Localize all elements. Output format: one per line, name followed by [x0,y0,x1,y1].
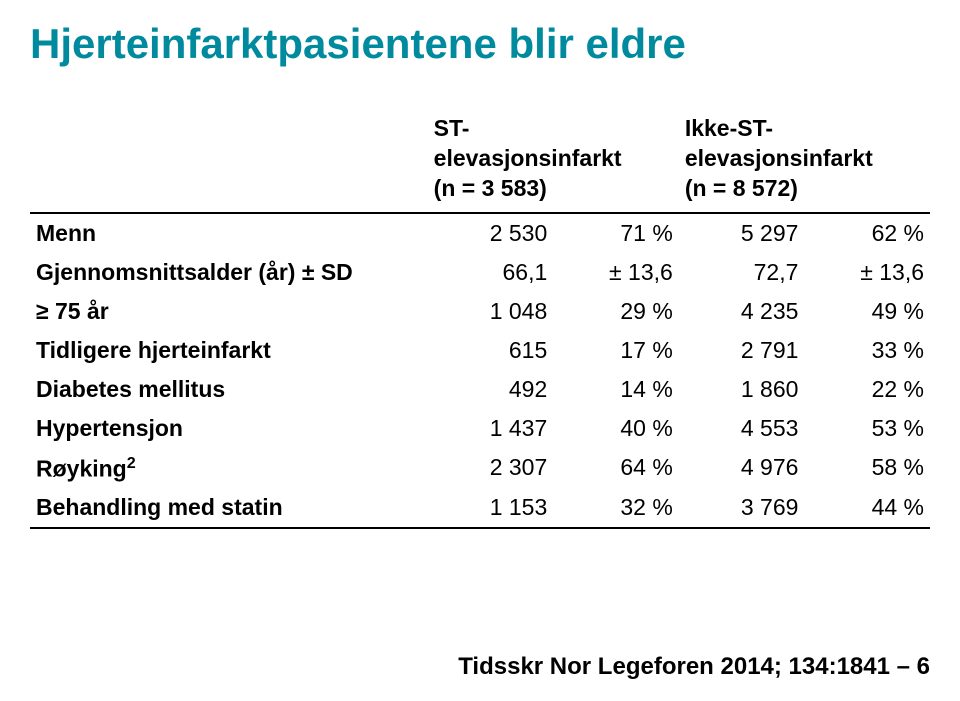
page-title: Hjerteinfarktpasientene blir eldre [30,20,930,68]
cell-value: 58 % [804,448,930,489]
cell-value: 44 % [804,488,930,528]
row-label: Behandling med statin [30,488,428,528]
cell-value: 49 % [804,292,930,331]
header-st-line3: (n = 3 583) [434,175,547,201]
cell-value: 1 437 [428,409,554,448]
cell-value: 66,1 [428,253,554,292]
cell-value: 72,7 [679,253,805,292]
cell-value: 2 307 [428,448,554,489]
row-label: Tidligere hjerteinfarkt [30,331,428,370]
cell-value: 17 % [553,331,679,370]
cell-value: 32 % [553,488,679,528]
cell-value: 2 791 [679,331,805,370]
table-row: Tidligere hjerteinfarkt61517 %2 79133 % [30,331,930,370]
citation: Tidsskr Nor Legeforen 2014; 134:1841 – 6 [458,653,930,681]
table-row: Gjennomsnittsalder (år) ± SD66,1± 13,672… [30,253,930,292]
header-st-line2: elevasjonsinfarkt [434,145,622,171]
data-table: ST- elevasjonsinfarkt (n = 3 583) Ikke-S… [30,108,930,529]
table-row: Diabetes mellitus49214 %1 86022 % [30,370,930,409]
table-body: Menn2 53071 %5 29762 %Gjennomsnittsalder… [30,213,930,529]
cell-value: 64 % [553,448,679,489]
cell-value: 4 976 [679,448,805,489]
cell-value: 53 % [804,409,930,448]
cell-value: 29 % [553,292,679,331]
cell-value: 14 % [553,370,679,409]
header-ikkest-line3: (n = 8 572) [685,175,798,201]
row-label: Hypertensjon [30,409,428,448]
header-blank [30,108,428,213]
row-label: Diabetes mellitus [30,370,428,409]
row-label: ≥ 75 år [30,292,428,331]
cell-value: 1 860 [679,370,805,409]
cell-value: 492 [428,370,554,409]
header-ikkest-line2: elevasjonsinfarkt [685,145,873,171]
table-row: Hypertensjon1 43740 %4 55353 % [30,409,930,448]
cell-value: 5 297 [679,213,805,253]
row-label: Menn [30,213,428,253]
table-row: Røyking22 30764 %4 97658 % [30,448,930,489]
table-row: Menn2 53071 %5 29762 % [30,213,930,253]
cell-value: 71 % [553,213,679,253]
cell-value: 1 153 [428,488,554,528]
cell-value: 615 [428,331,554,370]
cell-value: ± 13,6 [804,253,930,292]
header-st-line1: ST- [434,115,470,141]
cell-value: 4 553 [679,409,805,448]
cell-value: 3 769 [679,488,805,528]
table-row: Behandling med statin1 15332 %3 76944 % [30,488,930,528]
cell-value: 33 % [804,331,930,370]
header-ikkest-line1: Ikke-ST- [685,115,773,141]
cell-value: ± 13,6 [553,253,679,292]
cell-value: 1 048 [428,292,554,331]
cell-value: 22 % [804,370,930,409]
cell-value: 62 % [804,213,930,253]
header-ikkest: Ikke-ST- elevasjonsinfarkt (n = 8 572) [679,108,930,213]
row-label: Gjennomsnittsalder (år) ± SD [30,253,428,292]
cell-value: 4 235 [679,292,805,331]
header-st: ST- elevasjonsinfarkt (n = 3 583) [428,108,679,213]
cell-value: 2 530 [428,213,554,253]
row-label: Røyking2 [30,448,428,489]
table-row: ≥ 75 år1 04829 %4 23549 % [30,292,930,331]
cell-value: 40 % [553,409,679,448]
